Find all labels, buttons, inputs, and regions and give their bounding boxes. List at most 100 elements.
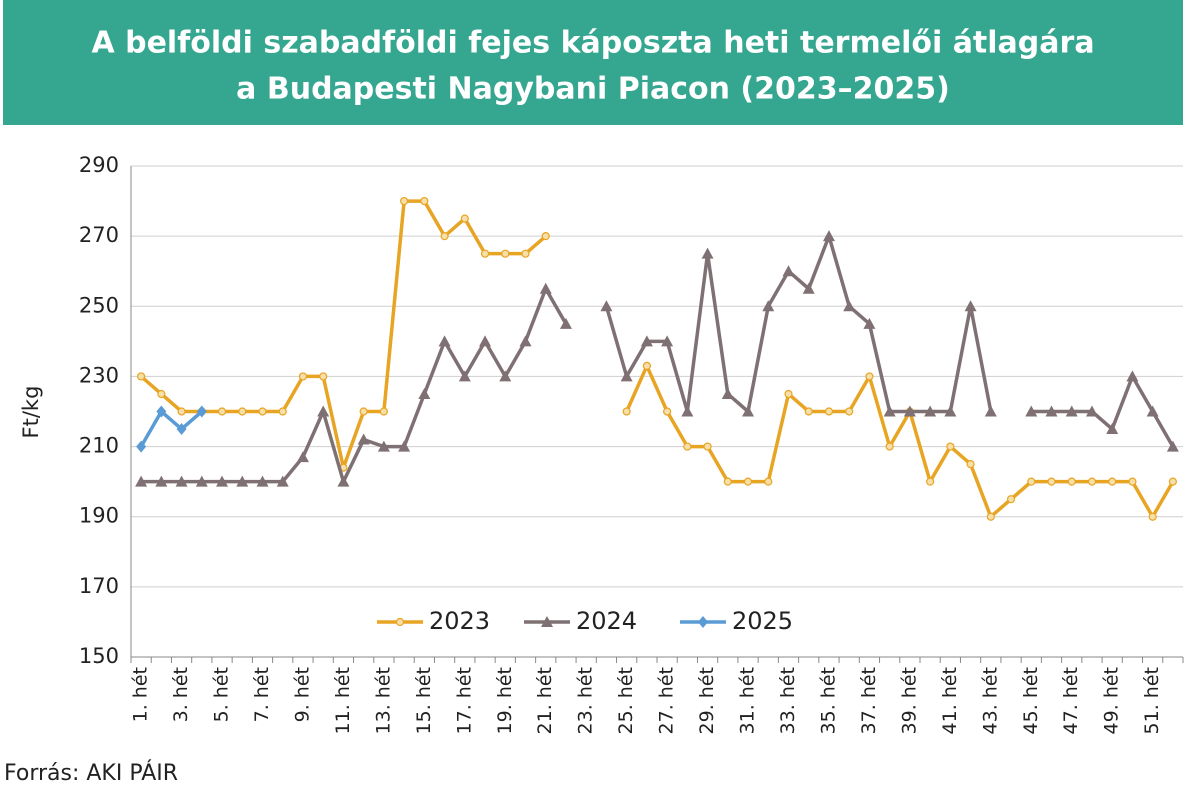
point bbox=[926, 477, 935, 486]
point bbox=[663, 407, 672, 416]
point bbox=[843, 300, 856, 312]
point bbox=[256, 475, 269, 487]
point bbox=[135, 475, 148, 487]
point bbox=[946, 442, 955, 451]
x-tick-label: 31. hét bbox=[737, 667, 759, 734]
point bbox=[764, 477, 773, 486]
point bbox=[379, 407, 388, 416]
point bbox=[924, 405, 937, 417]
point bbox=[681, 405, 694, 417]
point bbox=[903, 405, 916, 417]
point bbox=[883, 405, 896, 417]
point bbox=[802, 282, 815, 294]
point bbox=[640, 335, 653, 347]
y-tick-label: 250 bbox=[79, 293, 119, 317]
point bbox=[177, 407, 186, 416]
x-tick-label: 3. hét bbox=[170, 667, 192, 722]
point bbox=[782, 265, 795, 277]
point bbox=[642, 361, 651, 371]
point bbox=[762, 300, 775, 312]
point bbox=[541, 232, 550, 241]
series-line bbox=[139, 409, 203, 448]
x-tick-label: 39. hét bbox=[898, 667, 920, 734]
point bbox=[742, 405, 755, 417]
point bbox=[1006, 495, 1016, 504]
y-tick-label: 150 bbox=[79, 644, 119, 668]
x-tick-label: 11. hét bbox=[332, 667, 354, 734]
y-tick-label: 270 bbox=[79, 223, 119, 247]
x-tick-label: 47. hét bbox=[1060, 667, 1082, 734]
point bbox=[944, 405, 957, 417]
point bbox=[1025, 405, 1038, 417]
chart-title: A belföldi szabadföldi fejes káposzta he… bbox=[91, 26, 1094, 61]
point bbox=[175, 475, 188, 487]
point bbox=[236, 475, 249, 487]
x-tick-label: 35. hét bbox=[817, 667, 839, 734]
series-line bbox=[141, 234, 1175, 484]
point bbox=[1128, 477, 1137, 486]
point bbox=[1166, 440, 1179, 452]
legend-label: 2024 bbox=[576, 607, 637, 635]
point bbox=[258, 407, 267, 416]
x-tick-label: 33. hét bbox=[777, 667, 799, 734]
y-axis-label: Ft/kg bbox=[19, 386, 43, 439]
point bbox=[559, 317, 572, 329]
point bbox=[418, 387, 431, 399]
point bbox=[196, 405, 207, 418]
point bbox=[661, 335, 674, 347]
point bbox=[337, 475, 350, 487]
point bbox=[845, 407, 854, 416]
point bbox=[964, 300, 977, 312]
point bbox=[440, 232, 449, 241]
point bbox=[136, 440, 147, 453]
point bbox=[521, 249, 530, 258]
point bbox=[804, 407, 813, 416]
chart-title: a Budapesti Nagybani Piacon (2023–2025) bbox=[236, 72, 950, 107]
point bbox=[600, 300, 613, 312]
point bbox=[824, 407, 834, 416]
point bbox=[1168, 477, 1177, 486]
point bbox=[703, 442, 712, 451]
point bbox=[1067, 477, 1076, 486]
source: Forrás: AKI PÁIR bbox=[4, 760, 178, 786]
x-tick-label: 15. hét bbox=[413, 667, 435, 734]
point bbox=[157, 389, 166, 399]
y-tick-label: 190 bbox=[79, 504, 119, 528]
point bbox=[176, 423, 187, 436]
y-tick-label: 210 bbox=[79, 434, 119, 458]
x-tick-label: 45. hét bbox=[1020, 667, 1042, 734]
point bbox=[460, 214, 469, 223]
point bbox=[622, 407, 631, 416]
legend-marker bbox=[698, 616, 708, 628]
point bbox=[216, 475, 229, 487]
point bbox=[319, 372, 328, 381]
x-tick-label: 7. hét bbox=[251, 667, 273, 722]
point bbox=[377, 440, 390, 452]
point bbox=[155, 475, 168, 487]
point bbox=[1126, 370, 1139, 382]
x-tick-label: 27. hét bbox=[656, 667, 678, 734]
point bbox=[1146, 405, 1159, 417]
series-line bbox=[139, 199, 1175, 519]
point bbox=[296, 451, 309, 463]
point bbox=[784, 389, 793, 399]
y-tick-label: 230 bbox=[79, 363, 119, 387]
title-banner bbox=[3, 0, 1183, 125]
point bbox=[1085, 405, 1098, 417]
x-tick-label: 25. hét bbox=[615, 667, 637, 734]
point bbox=[701, 247, 714, 259]
point bbox=[966, 460, 975, 469]
point bbox=[238, 407, 247, 416]
point bbox=[458, 370, 471, 382]
point bbox=[885, 442, 894, 451]
x-tick-label: 49. hét bbox=[1101, 667, 1123, 734]
x-tick-label: 17. hét bbox=[453, 667, 475, 734]
point bbox=[1047, 477, 1056, 486]
point bbox=[317, 405, 330, 417]
point bbox=[986, 512, 995, 521]
point bbox=[721, 387, 734, 399]
x-tick-label: 41. hét bbox=[939, 667, 961, 734]
point bbox=[499, 370, 512, 382]
x-tick-label: 5. hét bbox=[211, 667, 233, 722]
